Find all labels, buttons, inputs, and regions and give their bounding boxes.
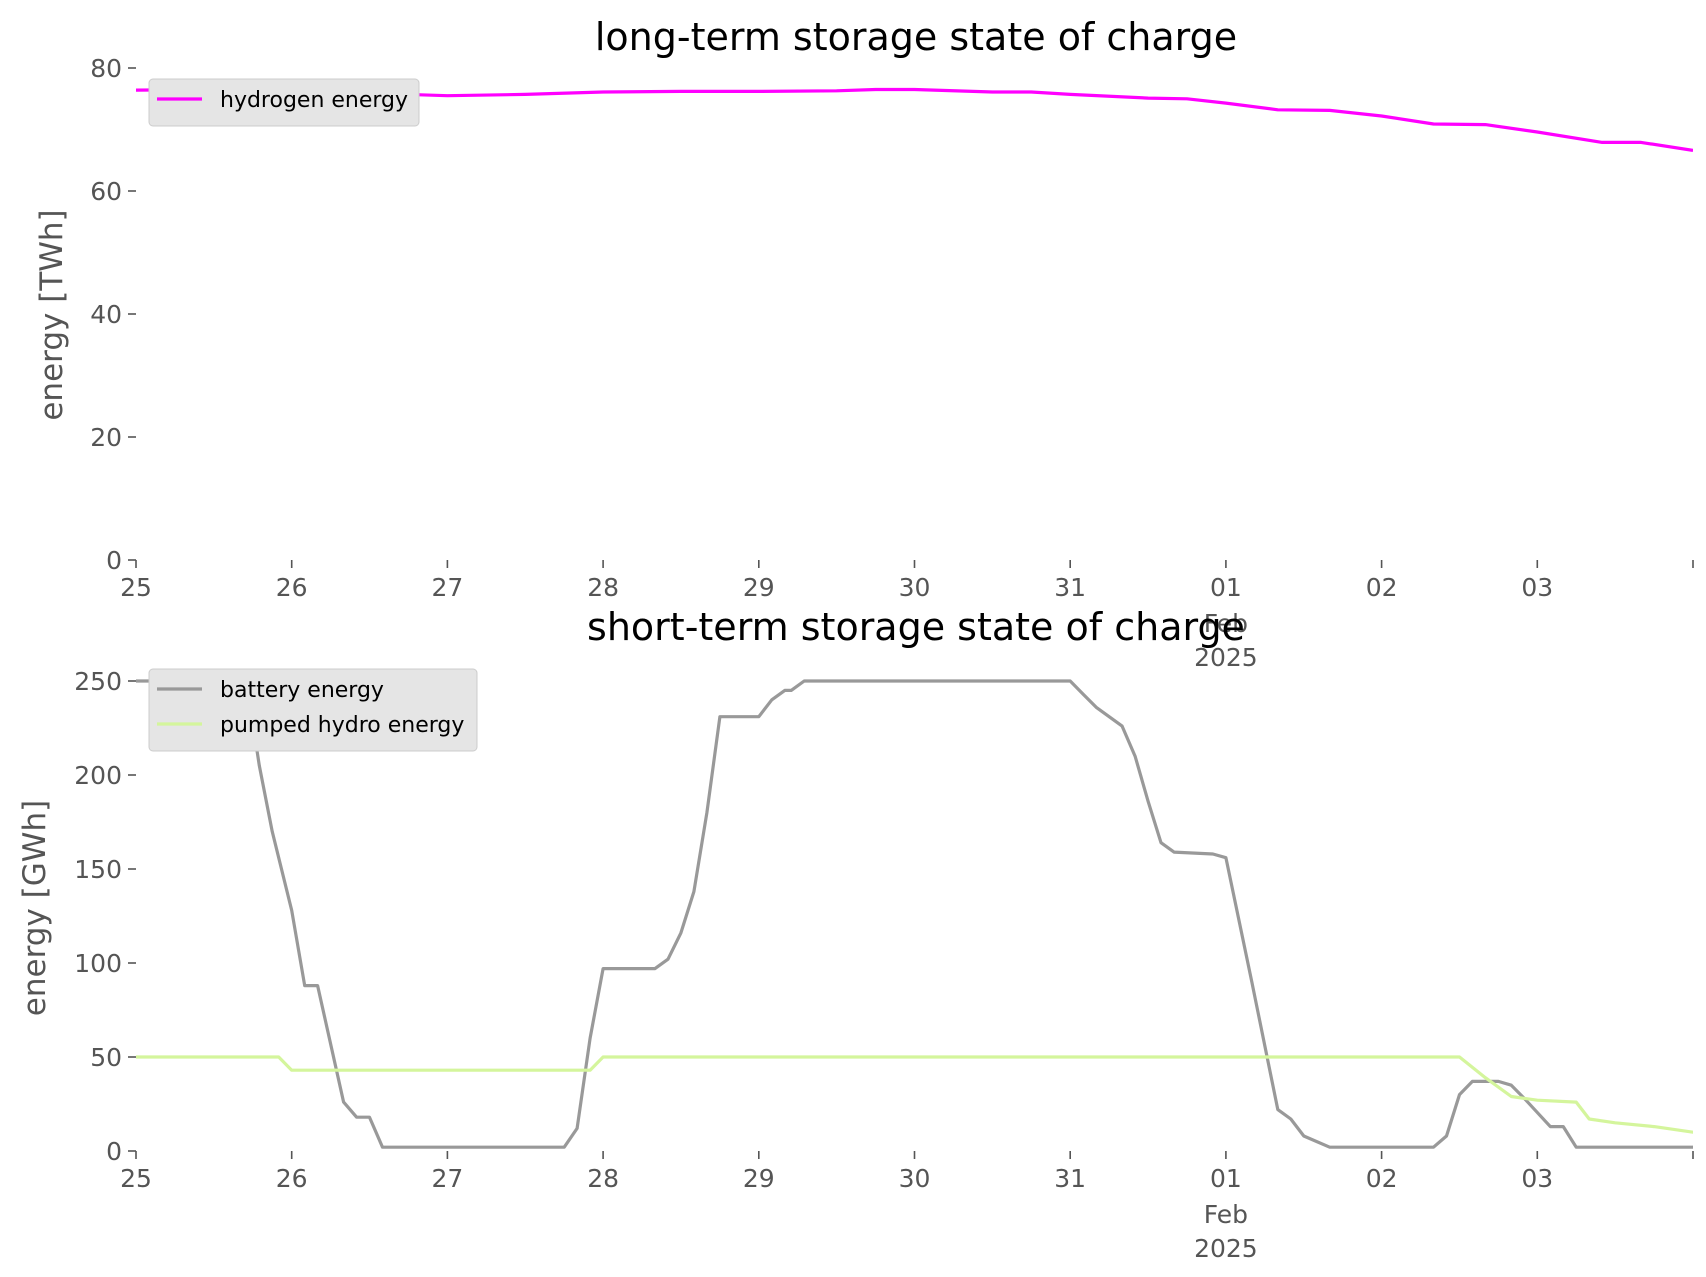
axes: 0 50 100 150 200 250 25 26 27 28 29 30 31 01 Feb 2025 02… (74, 667, 1694, 1263)
x-tick-label: 28 (587, 1164, 619, 1193)
legend-frame (148, 668, 478, 752)
plot-area (136, 87, 1693, 152)
x-tick-label: 29 (743, 573, 775, 602)
x-tick-label: 26 (276, 573, 308, 602)
series-line-battery-energy (136, 679, 1693, 1149)
x-tick-label: 01 (1210, 573, 1242, 602)
x-tick-label: 31 (1054, 1164, 1086, 1193)
long-term-storage-chart: long-term storage state of charge energy… (34, 15, 1694, 672)
legend-label: pumped hydro energy (220, 713, 464, 738)
legend: battery energy pumped hydro energy (148, 668, 478, 752)
y-tick-label: 150 (74, 855, 122, 884)
plot-area (136, 679, 1693, 1149)
x-tick-label: 29 (743, 1164, 775, 1193)
y-tick-label: 250 (74, 667, 122, 696)
series-line-pumped-hydro-energy (136, 1055, 1693, 1134)
x-tick-label: 03 (1521, 1164, 1553, 1193)
x-tick-label: 02 (1366, 573, 1398, 602)
x-tick-label: 03 (1521, 573, 1553, 602)
x-tick-label: 27 (431, 1164, 463, 1193)
x-tick-label: 27 (431, 573, 463, 602)
x-tick-sublabel: 2025 (1194, 1234, 1258, 1263)
legend-label: hydrogen energy (220, 88, 408, 113)
y-axis-label: energy [GWh] (17, 800, 53, 1016)
y-axis-label: energy [TWh] (34, 209, 70, 420)
x-tick-sublabel: Feb (1204, 609, 1248, 638)
axes: 0 20 40 60 80 25 26 27 28 29 30 31 01 Feb 2025 02 03 (90, 54, 1694, 672)
chart-title: short-term storage state of charge (587, 605, 1245, 649)
x-tick-label: 02 (1366, 1164, 1398, 1193)
x-tick-sublabel: Feb (1204, 1200, 1248, 1229)
x-tick-label: 25 (120, 1164, 152, 1193)
legend: hydrogen energy (148, 78, 420, 127)
short-term-storage-chart: short-term storage state of charge energ… (17, 605, 1694, 1263)
chart-title: long-term storage state of charge (595, 15, 1237, 59)
x-tick-label: 26 (276, 1164, 308, 1193)
x-tick-label: 28 (587, 573, 619, 602)
y-tick-label: 0 (106, 546, 122, 575)
y-tick-label: 20 (90, 423, 122, 452)
y-tick-label: 40 (90, 300, 122, 329)
x-tick-label: 30 (899, 573, 931, 602)
legend-frame (148, 78, 420, 127)
y-tick-label: 100 (74, 949, 122, 978)
y-tick-label: 80 (90, 54, 122, 83)
y-tick-label: 50 (90, 1043, 122, 1072)
y-tick-label: 0 (106, 1137, 122, 1166)
y-tick-label: 200 (74, 761, 122, 790)
x-tick-label: 25 (120, 573, 152, 602)
y-tick-label: 60 (90, 177, 122, 206)
x-tick-label: 31 (1054, 573, 1086, 602)
x-tick-sublabel: 2025 (1194, 643, 1258, 672)
x-tick-label: 01 (1210, 1164, 1242, 1193)
series-line-hydrogen-energy (136, 87, 1693, 152)
x-tick-label: 30 (899, 1164, 931, 1193)
legend-label: battery energy (220, 678, 384, 703)
